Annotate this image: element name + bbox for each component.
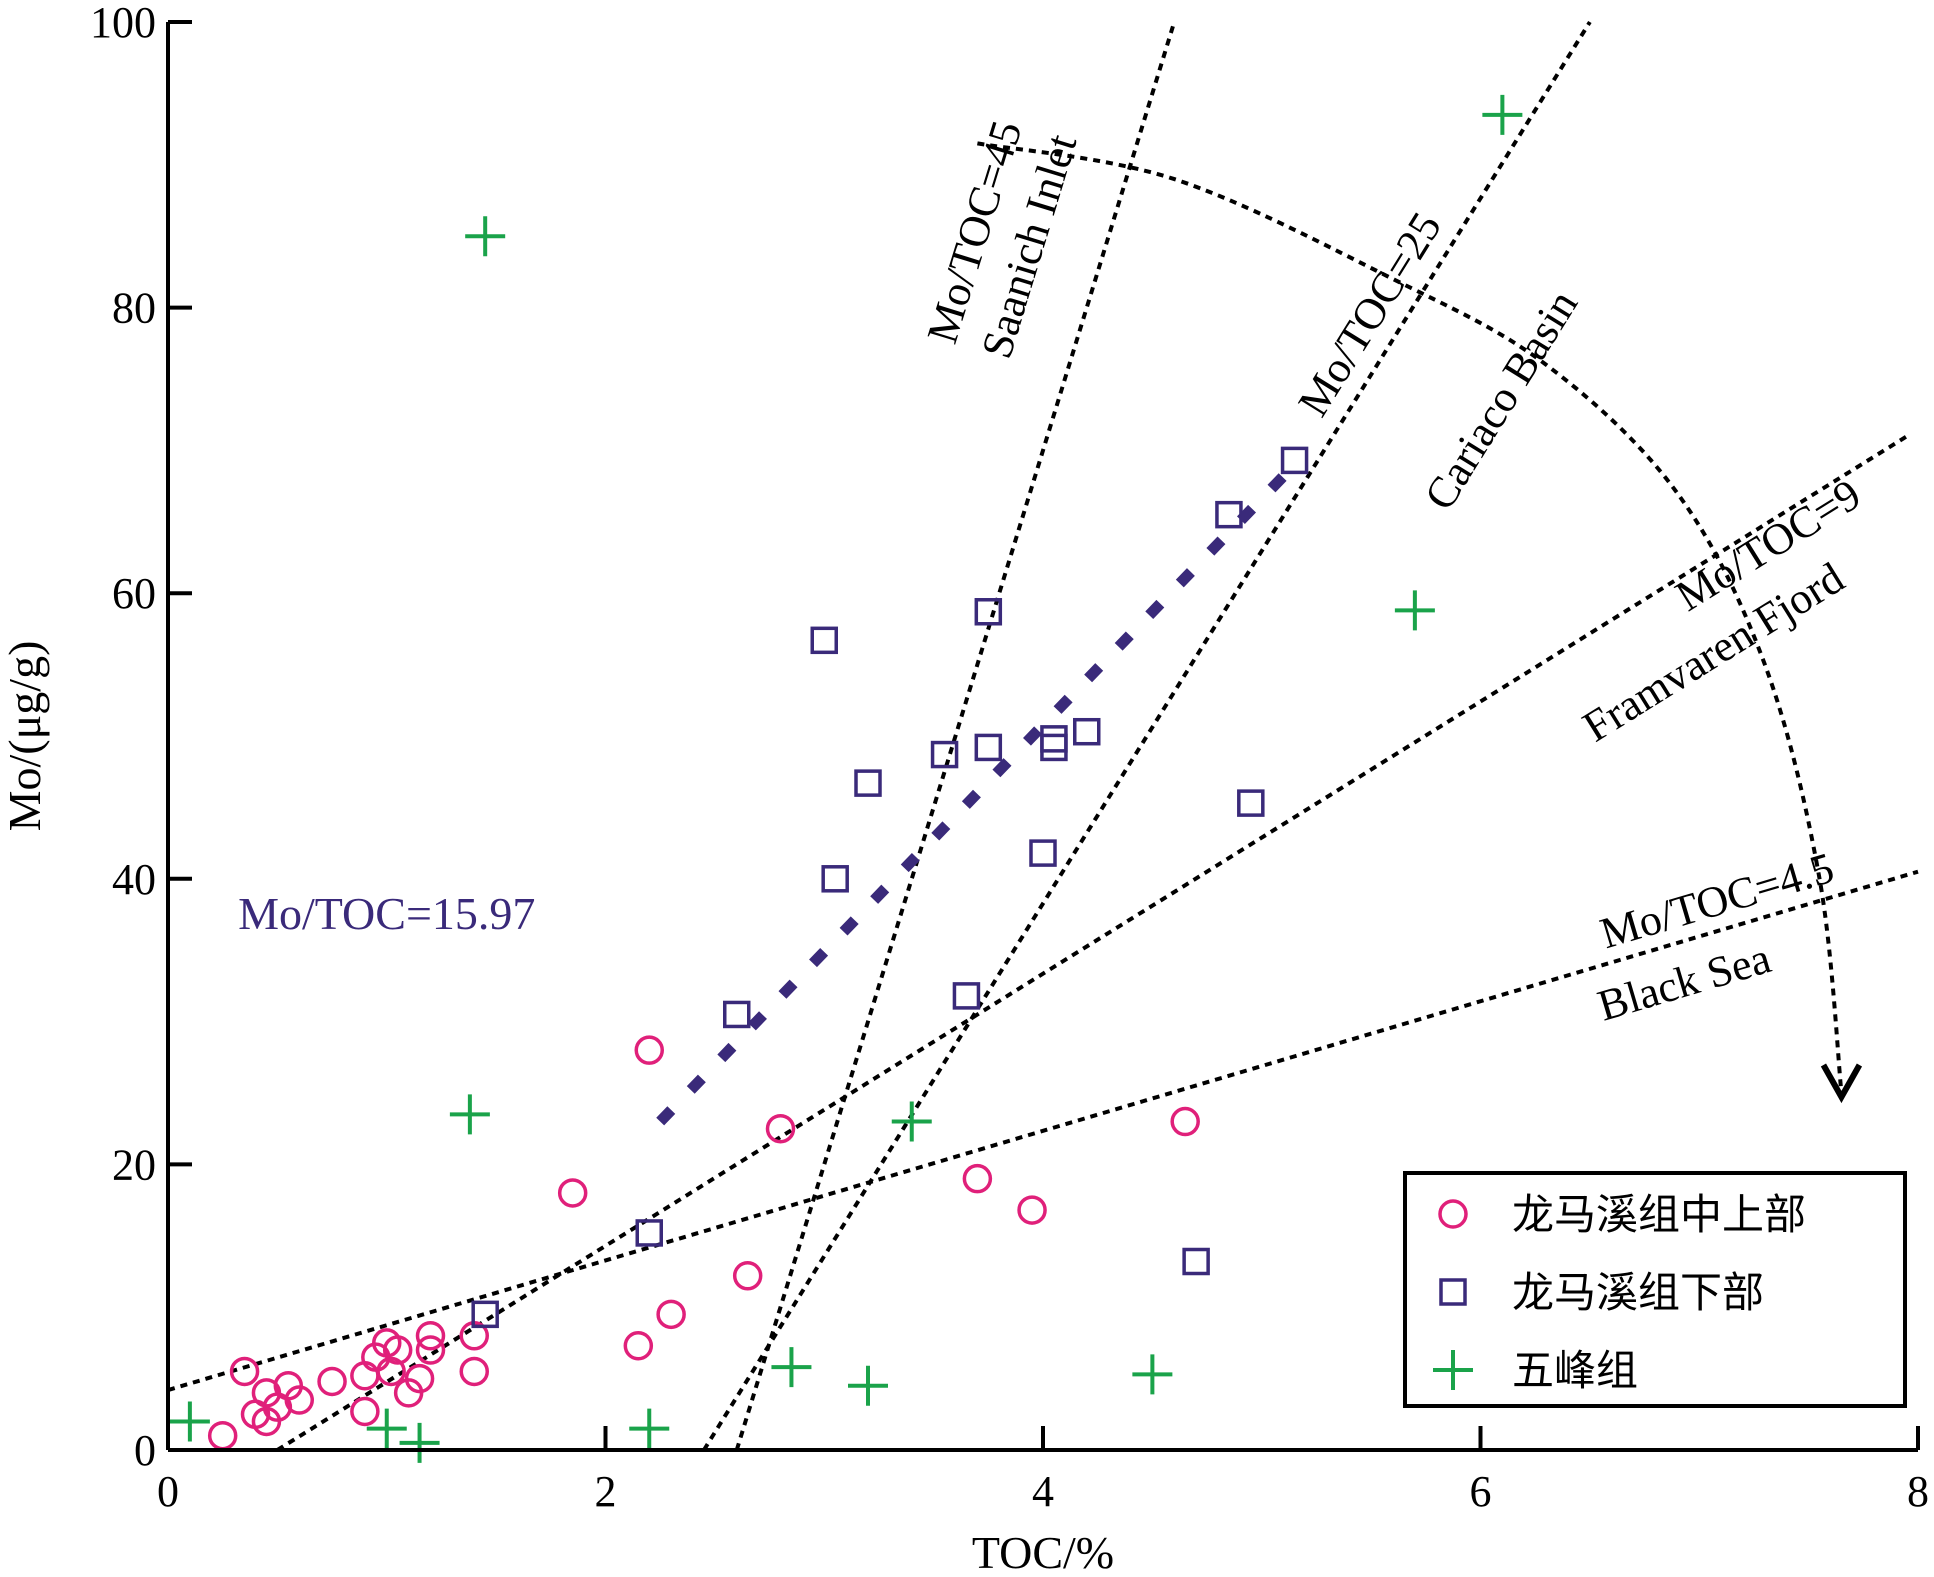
- data-point-s0-17: [415, 1321, 446, 1351]
- data-point-s1-16: [1237, 789, 1265, 817]
- data-point-s2-5: [629, 1408, 670, 1449]
- y-tick-label: 40: [112, 855, 156, 904]
- data-point-s0-0: [207, 1420, 238, 1451]
- trend-curve: [977, 141, 1844, 1094]
- data-point-s2-0: [169, 1401, 210, 1442]
- x-tick-label: 2: [595, 1467, 617, 1516]
- x-tick-label: 0: [157, 1467, 179, 1516]
- data-point-s0-16: [404, 1363, 435, 1394]
- data-point-s1-4: [821, 865, 849, 893]
- x-axis-label: TOC/%: [972, 1527, 1114, 1577]
- data-point-s1-14: [1182, 1247, 1210, 1276]
- legend-marker-1: [1439, 1278, 1467, 1306]
- reference-lines: [168, 20, 1919, 1450]
- trend-arrow: [977, 141, 1863, 1104]
- fit-line: [656, 460, 1299, 1126]
- reference-line-0: [734, 21, 1177, 1450]
- data-point-s1-7: [952, 982, 981, 1010]
- reference-site-label: Cariaco Basin: [1415, 282, 1587, 519]
- y-tick-label: 80: [112, 284, 156, 333]
- data-point-s2-10: [1394, 590, 1435, 631]
- data-point-s0-26: [765, 1113, 796, 1144]
- reference-ratio-label: Mo/TOC=4.5: [1595, 843, 1839, 958]
- data-point-s0-13: [376, 1356, 406, 1387]
- legend-label: 龙马溪组下部: [1512, 1268, 1764, 1317]
- data-point-s2-8: [891, 1101, 932, 1142]
- data-point-s0-25: [732, 1261, 763, 1291]
- data-point-s1-1: [635, 1219, 663, 1247]
- legend-marker-2: [1433, 1350, 1473, 1390]
- data-point-s2-3: [449, 1094, 490, 1135]
- x-tick-label: 8: [1907, 1467, 1929, 1516]
- data-point-s1-6: [930, 740, 959, 769]
- reference-line-2: [276, 434, 1909, 1450]
- fit-line-segment: [656, 460, 1299, 1126]
- data-point-s0-21: [557, 1178, 588, 1208]
- data-point-s2-1: [366, 1408, 407, 1449]
- y-tick-label: 60: [112, 569, 156, 618]
- data-point-s1-0: [471, 1300, 499, 1329]
- y-axis-label: Mo/(μg/g): [0, 641, 50, 832]
- y-tick-label: 0: [134, 1426, 156, 1475]
- data-point-s0-20: [459, 1356, 489, 1387]
- data-point-s2-9: [1132, 1354, 1173, 1395]
- data-point-s0-14: [382, 1335, 413, 1365]
- reference-line-3: [168, 869, 1919, 1392]
- data-point-s0-18: [415, 1335, 446, 1365]
- legend-label: 龙马溪组中上部: [1512, 1190, 1806, 1239]
- y-tick-label: 100: [90, 0, 156, 47]
- data-point-s1-12: [1040, 725, 1068, 753]
- data-point-s0-29: [1170, 1106, 1200, 1137]
- legend-marker-0: [1438, 1199, 1468, 1229]
- data-point-s0-22: [623, 1331, 654, 1361]
- data-point-s2-7: [848, 1365, 888, 1406]
- fit-line-label: Mo/TOC=15.97: [238, 888, 535, 939]
- y-tick-label: 20: [112, 1140, 156, 1189]
- data-point-s0-27: [962, 1163, 993, 1194]
- data-point-s0-8: [317, 1366, 347, 1397]
- reference-ratio-label: Mo/TOC=25: [1288, 204, 1451, 425]
- data-point-s0-7: [284, 1385, 314, 1415]
- data-point-s1-10: [1029, 839, 1057, 867]
- data-point-s0-28: [1017, 1195, 1047, 1225]
- data-point-s0-23: [634, 1035, 664, 1065]
- x-tick-label: 4: [1032, 1467, 1054, 1516]
- data-point-s1-15: [1215, 500, 1243, 529]
- data-point-s0-24: [656, 1299, 686, 1330]
- data-point-s2-11: [1482, 94, 1523, 135]
- data-point-s2-6: [771, 1347, 812, 1388]
- data-point-s0-1: [229, 1356, 260, 1387]
- data-point-s1-5: [854, 769, 882, 797]
- data-point-s2-4: [465, 216, 506, 257]
- data-point-s1-11: [1040, 733, 1068, 762]
- data-points: [169, 94, 1523, 1463]
- x-tick-label: 6: [1470, 1467, 1492, 1516]
- legend-label: 五峰组: [1512, 1346, 1638, 1395]
- data-point-s1-17: [1280, 446, 1309, 475]
- data-point-s2-2: [399, 1422, 440, 1463]
- data-point-s1-9: [974, 733, 1003, 762]
- data-point-s0-10: [350, 1396, 380, 1427]
- data-point-s1-3: [810, 626, 838, 655]
- data-point-s1-13: [1073, 717, 1101, 746]
- legend-box: [1403, 1171, 1907, 1408]
- data-point-s1-8: [974, 598, 1003, 626]
- trend-arrowhead: [1820, 1063, 1863, 1104]
- data-point-s1-2: [723, 1000, 751, 1029]
